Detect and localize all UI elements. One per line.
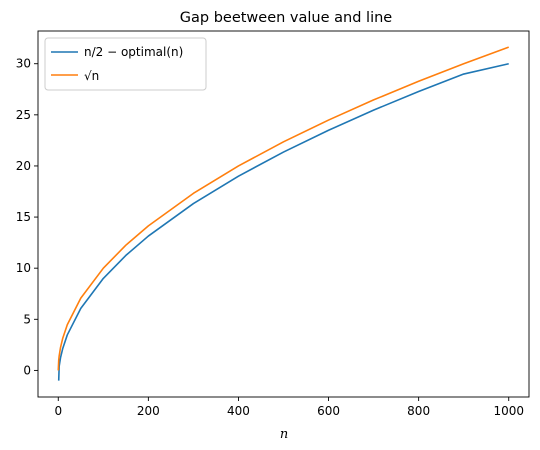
x-tick-label-400: 400: [227, 404, 250, 418]
x-tick-label-800: 800: [407, 404, 430, 418]
legend-box: [44, 37, 207, 91]
axes-frame: [37, 30, 530, 398]
y-tick-label-20: 20: [16, 159, 31, 173]
y-axis: 0 5 10 15 20 25 30: [16, 57, 38, 377]
x-tick-label-1000: 1000: [493, 404, 524, 418]
y-tick-label-25: 25: [16, 108, 31, 122]
chart-title: Gap beetween value and line: [180, 10, 393, 26]
series-layer: [57, 46, 510, 381]
legend-label-0: n/2 − optimal(n): [84, 45, 183, 59]
y-tick-label-0: 0: [23, 363, 31, 377]
y-tick-label-30: 30: [16, 57, 31, 71]
legend: n/2 − optimal(n) √n: [44, 37, 207, 91]
x-axis: 0 200 400 600 800 1000: [54, 397, 524, 418]
legend-label-1: √n: [84, 69, 99, 83]
y-tick-label-10: 10: [16, 261, 31, 275]
series-line-1: [57, 46, 510, 371]
x-tick-label-0: 0: [54, 404, 62, 418]
series-line-0: [57, 62, 509, 381]
plot-area: [38, 31, 529, 397]
x-axis-label: n: [280, 427, 288, 442]
y-tick-label-5: 5: [23, 312, 31, 326]
x-tick-label-200: 200: [137, 404, 160, 418]
y-tick-label-15: 15: [16, 210, 31, 224]
x-tick-label-600: 600: [317, 404, 340, 418]
